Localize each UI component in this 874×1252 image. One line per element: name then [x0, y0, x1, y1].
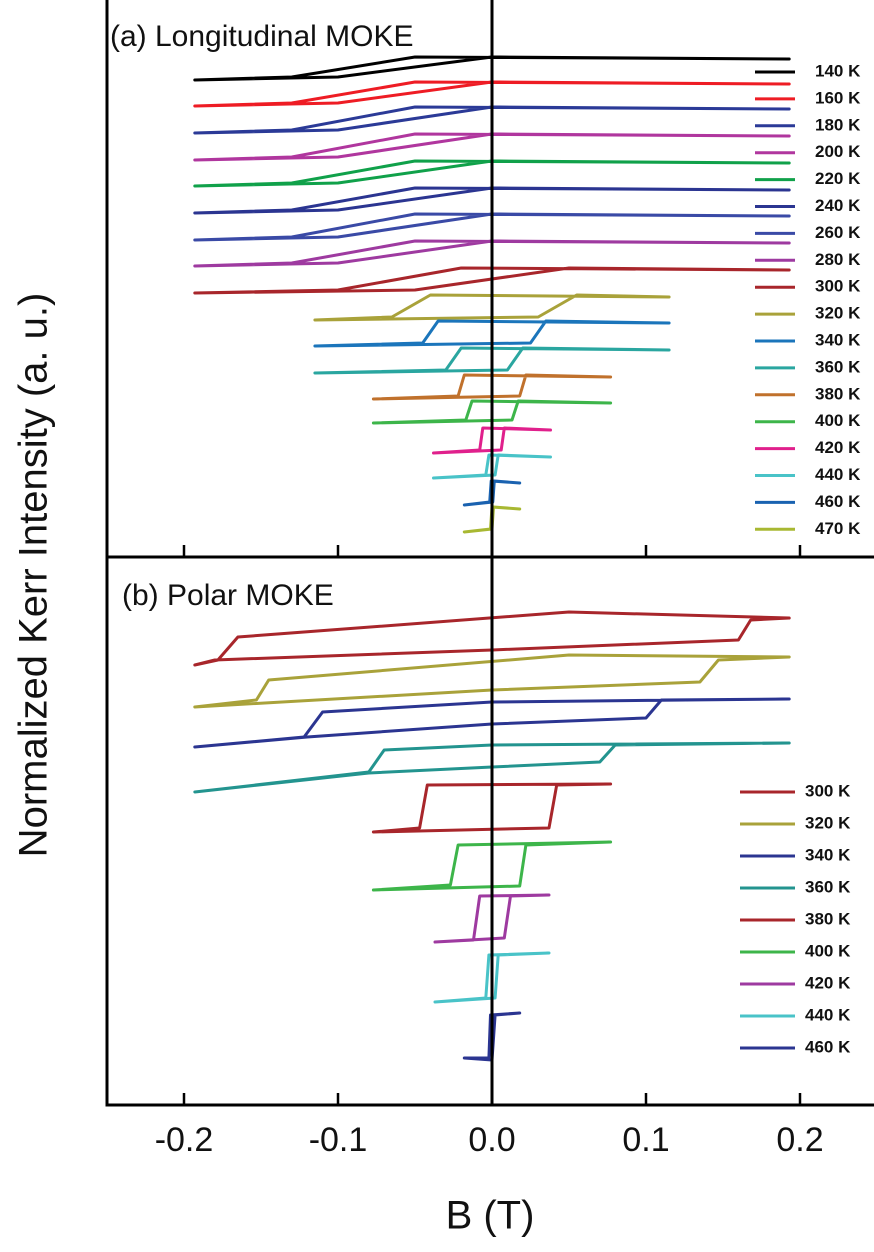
legend-label: 320 K: [815, 304, 861, 323]
legend-label: 220 K: [815, 169, 861, 188]
legend-label: 320 K: [805, 813, 851, 832]
panel-title: (a) Longitudinal MOKE: [110, 20, 414, 53]
legend-label: 380 K: [805, 909, 851, 928]
legend-label: 380 K: [815, 384, 861, 403]
x-tick-label: 0.2: [776, 1121, 823, 1159]
legend-label: 180 K: [815, 115, 861, 134]
legend-label: 470 K: [815, 519, 861, 538]
legend-label: 160 K: [815, 88, 861, 107]
hysteresis-loop: [313, 346, 671, 375]
hysteresis-loop: [193, 186, 791, 215]
legend-label: 440 K: [815, 465, 861, 484]
x-tick-label: -0.1: [309, 1121, 368, 1159]
legend-label: 200 K: [815, 142, 861, 161]
hysteresis-loop: [433, 951, 551, 1004]
hysteresis-loop: [193, 697, 791, 749]
legend-label: 360 K: [805, 877, 851, 896]
x-tick-label: -0.2: [155, 1121, 214, 1159]
x-axis-label: B (T): [446, 1194, 535, 1238]
legend-label: 360 K: [815, 357, 861, 376]
hysteresis-loop: [193, 741, 791, 794]
hysteresis-loop: [193, 653, 791, 709]
legend-label: 400 K: [815, 411, 861, 430]
x-tick-label: 0.1: [622, 1121, 669, 1159]
legend-label: 400 K: [805, 941, 851, 960]
x-tick-label: 0.0: [468, 1121, 515, 1159]
legend-label: 340 K: [805, 845, 851, 864]
legend-label: 440 K: [805, 1005, 851, 1024]
hysteresis-loop: [193, 80, 791, 108]
hysteresis-loop: [371, 373, 613, 401]
legend-label: 300 K: [805, 781, 851, 800]
legend-label: 460 K: [815, 492, 861, 511]
legend-label: 460 K: [805, 1037, 851, 1056]
y-axis-label: Normalized Kerr Intensity (a. u.): [12, 293, 56, 858]
legend-label: 240 K: [815, 196, 861, 215]
hysteresis-loop: [193, 159, 791, 188]
legend-label: 420 K: [805, 973, 851, 992]
hysteresis-loop: [432, 426, 552, 455]
hysteresis-loop: [433, 893, 551, 944]
hysteresis-loop: [193, 132, 791, 162]
legend-label: 300 K: [815, 277, 861, 296]
panel-title: (b) Polar MOKE: [122, 579, 334, 612]
legend-label: 260 K: [815, 223, 861, 242]
hysteresis-loop: [371, 399, 613, 425]
hysteresis-loop: [193, 55, 791, 82]
hysteresis-loop: [371, 782, 613, 834]
hysteresis-loop: [193, 212, 791, 242]
hysteresis-loop: [193, 239, 791, 268]
hysteresis-loop: [193, 610, 791, 667]
hysteresis-loop: [193, 266, 791, 295]
legend-label: 420 K: [815, 438, 861, 457]
hysteresis-loop: [193, 105, 791, 135]
legend-label: 280 K: [815, 250, 861, 269]
hysteresis-loop: [313, 319, 671, 348]
legend-label: 340 K: [815, 330, 861, 349]
hysteresis-loop: [313, 293, 671, 322]
legend-label: 140 K: [815, 61, 861, 80]
hysteresis-loop: [432, 453, 552, 480]
hysteresis-loop: [371, 840, 613, 892]
